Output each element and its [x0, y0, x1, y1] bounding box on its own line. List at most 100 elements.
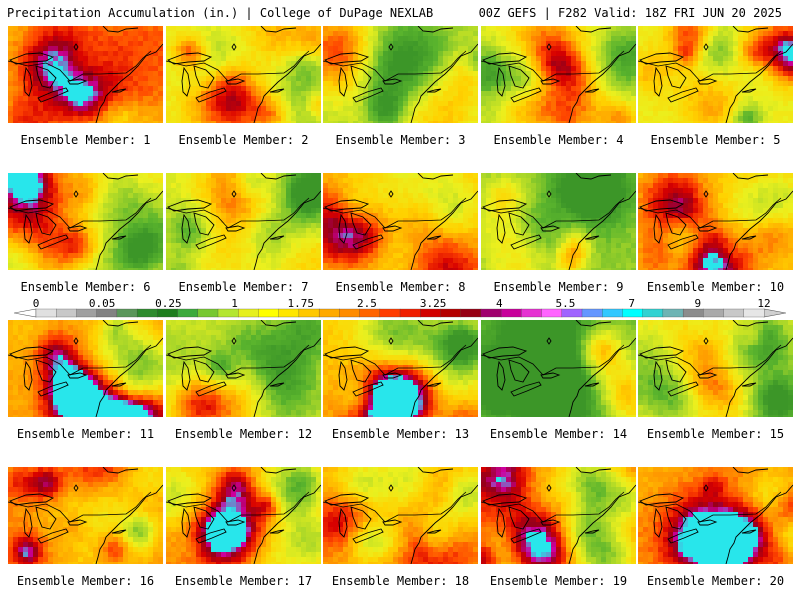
precip-cell [286, 41, 292, 47]
precip-cell [206, 223, 212, 229]
precip-cell [428, 223, 434, 229]
precip-cell [18, 228, 24, 234]
precip-cell [196, 121, 202, 123]
precip-cell [13, 51, 19, 57]
precip-cell [13, 253, 19, 259]
precip-cell [463, 258, 469, 264]
precip-cell [703, 56, 709, 62]
precip-cell [738, 56, 744, 62]
precip-cell [143, 111, 149, 117]
precip-cell [181, 106, 187, 112]
precip-cell [211, 178, 217, 184]
precip-cell [428, 203, 434, 209]
precip-cell [468, 41, 474, 47]
precip-cell [306, 258, 312, 264]
precip-cell [333, 193, 339, 199]
precip-cell [158, 253, 163, 259]
precip-cell [28, 81, 34, 87]
precip-cell [133, 56, 139, 62]
precip-cell [333, 173, 339, 179]
precip-cell [201, 213, 207, 219]
precip-cell [768, 81, 774, 87]
precip-cell [108, 86, 114, 92]
precip-cell [521, 66, 527, 72]
precip-cell [201, 198, 207, 204]
precip-cell [256, 81, 262, 87]
precip-cell [143, 41, 149, 47]
precip-cell [58, 208, 64, 214]
precip-cell [531, 76, 537, 82]
precip-cell [788, 26, 793, 32]
precip-cell [353, 66, 359, 72]
precip-cell [328, 66, 334, 72]
precip-cell [311, 173, 317, 179]
precip-cell [58, 41, 64, 47]
precip-cell [388, 203, 394, 209]
precip-cell [643, 41, 649, 47]
precip-map [166, 173, 321, 270]
precip-cell [316, 96, 321, 102]
precip-cell [486, 76, 492, 82]
precip-cell [306, 223, 312, 229]
precip-cell [113, 253, 119, 259]
precip-cell [186, 243, 192, 249]
precip-cell [698, 61, 704, 67]
precip-cell [58, 243, 64, 249]
precip-cell [328, 76, 334, 82]
precip-cell [753, 41, 759, 47]
precip-cell [333, 188, 339, 194]
precip-cell [408, 243, 414, 249]
precip-cell [316, 31, 321, 37]
precip-cell [63, 81, 69, 87]
precip-cell [418, 121, 424, 123]
precip-cell [316, 56, 321, 62]
precip-cell [383, 253, 389, 259]
precip-cell [443, 86, 449, 92]
precip-cell [98, 248, 104, 254]
precip-cell [158, 233, 163, 239]
map-outline [167, 52, 213, 65]
precip-cell [333, 238, 339, 244]
precip-cell [413, 258, 419, 264]
precip-cell [738, 51, 744, 57]
precip-cell [291, 36, 297, 42]
precip-cell [378, 101, 384, 107]
precip-cell [708, 101, 714, 107]
precip-cell [93, 268, 99, 270]
precip-cell [201, 96, 207, 102]
precip-cell [256, 248, 262, 254]
precip-cell [653, 86, 659, 92]
precip-cell [768, 46, 774, 52]
precip-cell [481, 96, 487, 102]
precip-cell [398, 193, 404, 199]
precip-cell [673, 96, 679, 102]
precip-cell [433, 86, 439, 92]
precip-cell [246, 66, 252, 72]
precip-cell [458, 188, 464, 194]
precip-cell [338, 71, 344, 77]
precip-cell [621, 56, 627, 62]
precip-cell [581, 111, 587, 117]
precip-cell [18, 248, 24, 254]
precip-cell [311, 26, 317, 32]
precip-cell [266, 203, 272, 209]
precip-cell [468, 106, 474, 112]
precip-cell [541, 76, 547, 82]
precip-cell [718, 46, 724, 52]
precip-cell [463, 86, 469, 92]
precip-cell [526, 26, 532, 32]
precip-cell [536, 91, 542, 97]
precip-cell [276, 51, 282, 57]
precip-cell [191, 173, 197, 179]
precip-cell [453, 41, 459, 47]
precip-cell [758, 46, 764, 52]
precip-cell [788, 91, 793, 97]
precip-cell [773, 81, 779, 87]
precip-cell [281, 258, 287, 264]
precip-cell [388, 76, 394, 82]
precip-cell [158, 198, 163, 204]
precip-cell [171, 106, 177, 112]
precip-cell [128, 76, 134, 82]
precip-cell [323, 81, 329, 87]
precip-cell [118, 71, 124, 77]
